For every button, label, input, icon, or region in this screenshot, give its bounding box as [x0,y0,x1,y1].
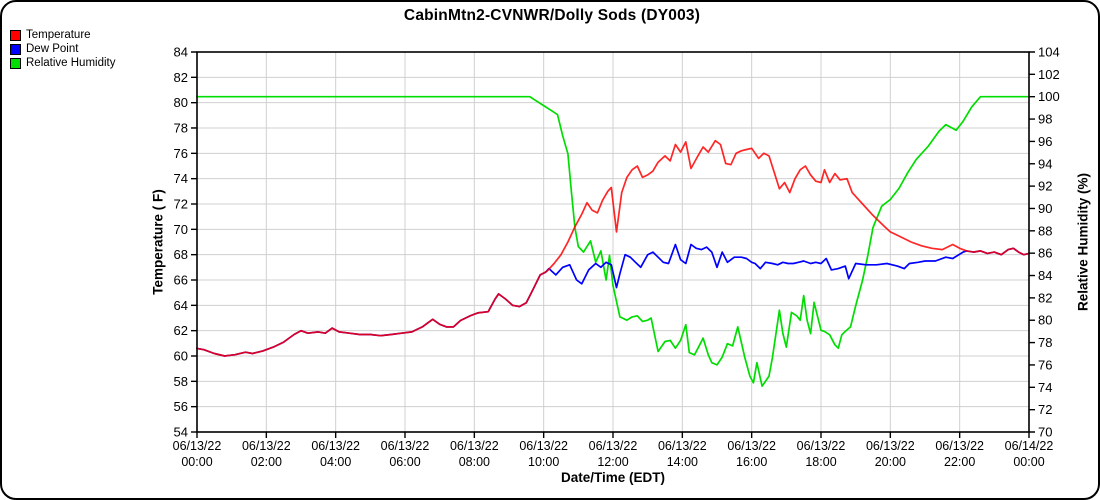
x-tick-time-label: 02:00 [251,455,282,469]
y-right-tick-label: 104 [1038,45,1060,60]
y-left-tick-label: 64 [174,298,188,313]
y-right-tick-label: 98 [1038,112,1052,127]
y-right-tick-label: 80 [1038,313,1052,328]
y-right-tick-label: 72 [1038,402,1052,417]
x-tick-date-label: 06/13/22 [173,439,222,453]
y-right-tick-label: 88 [1038,223,1052,238]
x-tick-date-label: 06/14/22 [1005,439,1054,453]
x-tick-time-label: 08:00 [459,455,490,469]
legend: Temperature Dew Point Relative Humidity [10,28,115,70]
y-right-tick-label: 74 [1038,380,1052,395]
x-tick-date-label: 06/13/22 [381,439,430,453]
y-left-tick-label: 70 [174,222,188,237]
y-left-axis-title: Temperature ( F) [150,189,166,295]
x-tick-time-label: 04:00 [320,455,351,469]
y-left-tick-label: 84 [174,45,188,60]
x-tick-time-label: 16:00 [736,455,767,469]
y-right-tick-label: 70 [1038,425,1052,440]
relative-humidity-line [196,95,1030,388]
chart-title: CabinMtn2-CVNWR/Dolly Sods (DY003) [403,7,701,24]
legend-label: Temperature [26,28,91,41]
y-left-tick-label: 82 [174,70,188,85]
dew-point-swatch-icon [10,43,21,55]
x-tick-date-label: 06/13/22 [935,439,984,453]
y-right-tick-label: 76 [1038,357,1052,372]
x-tick-time-label: 10:00 [528,455,559,469]
y-right-tick-label: 100 [1038,89,1060,104]
y-right-tick-label: 96 [1038,134,1052,149]
legend-label: Dew Point [26,42,79,55]
x-tick-time-label: 14:00 [667,455,698,469]
y-right-tick-label: 92 [1038,179,1052,194]
x-tick-date-label: 06/13/22 [866,439,915,453]
y-left-tick-label: 72 [174,197,188,212]
x-tick-time-label: 18:00 [805,455,836,469]
y-left-tick-label: 68 [174,247,188,262]
x-axis-title: Date/Time (EDT) [560,470,666,485]
y-right-tick-label: 102 [1038,67,1060,82]
y-left-tick-label: 78 [174,121,188,136]
legend-item-relative-humidity: Relative Humidity [10,56,115,70]
y-right-axis-title: Relative Humidity (%) [1075,172,1091,312]
x-tick-date-label: 06/13/22 [797,439,846,453]
y-left-tick-label: 56 [174,399,188,414]
y-left-tick-label: 58 [174,374,188,389]
y-right-tick-label: 82 [1038,290,1052,305]
y-left-tick-label: 60 [174,349,188,364]
legend-label: Relative Humidity [26,56,116,69]
y-right-tick-label: 78 [1038,335,1052,350]
y-left-tick-label: 54 [174,425,188,440]
y-right-tick-label: 84 [1038,268,1052,283]
y-right-tick-label: 90 [1038,201,1052,216]
x-tick-time-label: 00:00 [1013,455,1044,469]
x-tick-date-label: 06/13/22 [242,439,291,453]
y-left-tick-label: 80 [174,95,188,110]
legend-item-dew-point: Dew Point [10,42,115,56]
x-tick-time-label: 20:00 [875,455,906,469]
y-left-tick-label: 76 [174,146,188,161]
temperature-line [196,139,1030,357]
x-tick-date-label: 06/13/22 [589,439,638,453]
y-left-tick-label: 66 [174,273,188,288]
y-right-tick-label: 94 [1038,156,1052,171]
x-tick-date-label: 06/13/22 [450,439,499,453]
relative-humidity-swatch-icon [10,57,21,69]
x-tick-time-label: 06:00 [389,455,420,469]
y-left-tick-label: 74 [174,171,188,186]
temperature-swatch-icon [10,29,21,41]
x-tick-date-label: 06/13/22 [658,439,707,453]
y-right-tick-label: 86 [1038,246,1052,261]
x-tick-date-label: 06/13/22 [727,439,776,453]
x-tick-date-label: 06/13/22 [519,439,568,453]
x-tick-time-label: 12:00 [597,455,628,469]
y-left-tick-label: 62 [174,323,188,338]
x-tick-date-label: 06/13/22 [311,439,360,453]
legend-item-temperature: Temperature [10,28,115,42]
x-tick-time-label: 22:00 [944,455,975,469]
x-tick-time-label: 00:00 [181,455,212,469]
